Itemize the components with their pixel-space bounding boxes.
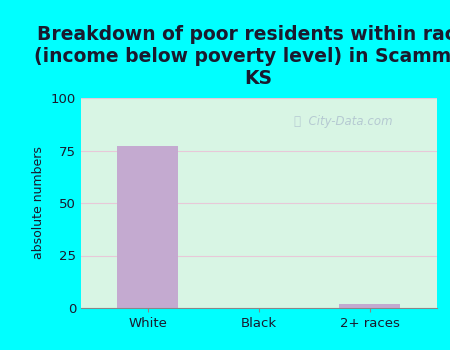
Bar	[117, 146, 178, 308]
Title: Breakdown of poor residents within races
(income below poverty level) in Scammon: Breakdown of poor residents within races…	[34, 25, 450, 88]
Y-axis label: absolute numbers: absolute numbers	[32, 147, 45, 259]
Bar	[339, 304, 400, 308]
Text: ⓘ  City-Data.com: ⓘ City-Data.com	[294, 115, 393, 128]
